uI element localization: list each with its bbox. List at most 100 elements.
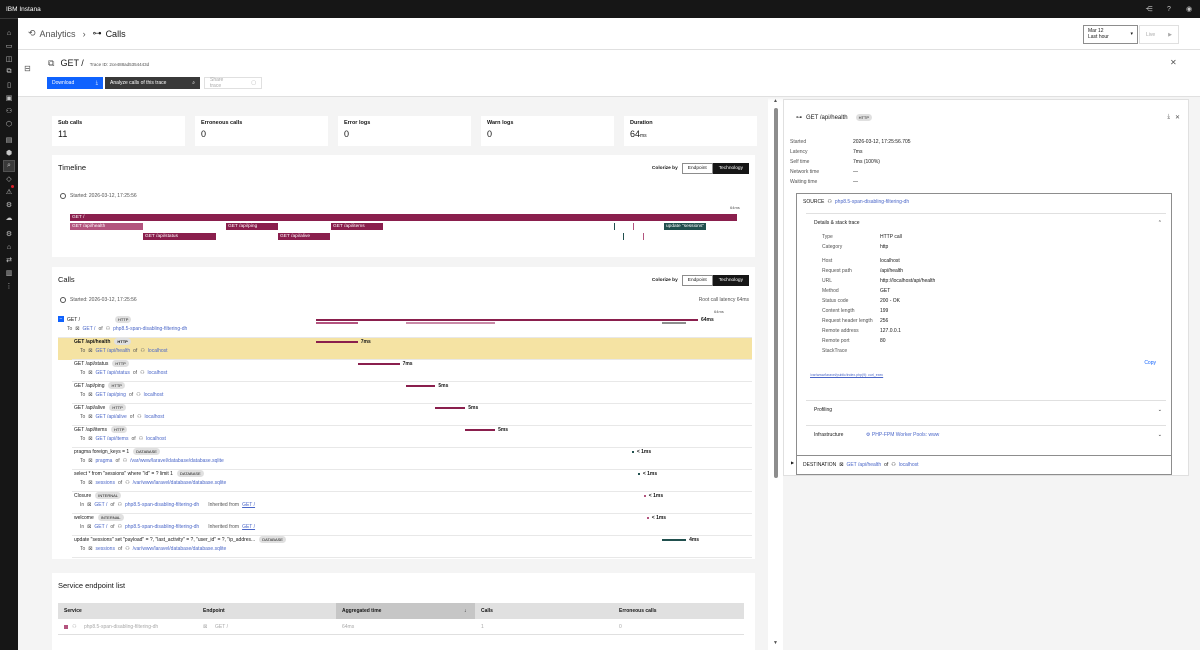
service-link[interactable]: localhost	[144, 414, 165, 420]
websites-icon[interactable]: ▭	[5, 43, 13, 50]
timeline-span-root[interactable]: GET /	[70, 214, 737, 221]
scroll-down-icon[interactable]: ▼	[773, 640, 778, 646]
infrastructure-accordion[interactable]: Infrastructure ⚙ PHP-FPM Worker Pools: w…	[806, 425, 1166, 450]
services-icon[interactable]: ⧉	[6, 68, 12, 75]
automation-icon[interactable]: ⚙	[5, 202, 13, 209]
call-row[interactable]: − GET / HTTP To ⊠ GET / of ⚇ php8.5-span-disabli…	[58, 316, 752, 338]
service-link[interactable]: php8.5-span-disabling-filtering-dh	[125, 524, 200, 530]
timeline-span-status[interactable]: GET /api/status	[143, 233, 216, 240]
agents-icon[interactable]: ⌂	[6, 243, 12, 251]
chevron-up-icon[interactable]: ⌃	[1157, 220, 1162, 226]
colorize-technology-option[interactable]: Technology	[712, 163, 749, 174]
endpoint-link[interactable]: GET /api/health	[95, 348, 131, 354]
endpoint-link[interactable]: GET /api/alive	[95, 414, 127, 420]
service-link[interactable]: localhost	[143, 392, 164, 398]
timeline-span-select[interactable]	[623, 233, 624, 240]
breadcrumb-analytics[interactable]: ⟲ Analytics	[28, 28, 76, 39]
call-duration-bar[interactable]	[647, 517, 649, 519]
table-row[interactable]: ⚇ php8.5-span-disabling-filtering-dh ⊠ G…	[58, 619, 744, 635]
column-header-calls[interactable]: Calls	[481, 608, 493, 614]
dashboards-icon[interactable]: ▤	[5, 137, 13, 144]
scroll-up-icon[interactable]: ▲	[773, 98, 778, 104]
call-row[interactable]: GET /api/alive HTTP To ⊠ GET /api/alive of ⚇ lo…	[58, 404, 752, 426]
cell-service[interactable]: php8.5-span-disabling-filtering-dh	[84, 624, 159, 630]
right-pane-scrollbar[interactable]	[1194, 97, 1200, 650]
share-icon[interactable]: ⋲	[1145, 6, 1153, 13]
service-link[interactable]: localhost	[147, 370, 168, 376]
timeline-span-pragma[interactable]	[614, 223, 615, 230]
timeline-chart[interactable]: GET / GET /api/health GET /api/status GE…	[70, 214, 737, 254]
call-duration-bar[interactable]	[644, 495, 646, 497]
settings-icon[interactable]: ⚙	[5, 231, 13, 238]
share-trace-button[interactable]: Share trace ▢	[204, 77, 262, 89]
call-row[interactable]: select * from "sessions" where "id" = ? …	[58, 470, 752, 492]
call-duration-bar[interactable]	[465, 429, 496, 431]
close-icon[interactable]: ✕	[1174, 115, 1180, 121]
timeline-span-update-sessions[interactable]: update "sessions"	[664, 223, 706, 230]
column-header-erroneous-calls[interactable]: Erroneous calls	[619, 608, 657, 614]
slo-icon[interactable]: ◇	[6, 176, 12, 183]
cell-endpoint[interactable]: GET /	[215, 624, 228, 630]
scrollbar-thumb[interactable]	[774, 108, 778, 478]
endpoint-link[interactable]: sessions	[95, 546, 115, 552]
timeline-span-health[interactable]: GET /api/health	[70, 223, 143, 230]
timeline-span-alive[interactable]: GET /api/alive	[278, 233, 330, 240]
copy-stacktrace-button[interactable]: Copy	[1144, 360, 1156, 366]
destination-service-link[interactable]: localhost	[898, 462, 919, 468]
timeline-span-ping[interactable]: GET /api/ping	[226, 223, 278, 230]
panel-toggle-icon[interactable]: ⊟	[24, 64, 31, 73]
service-link[interactable]: localhost	[147, 348, 168, 354]
service-link[interactable]: /var/www/laravel/database/database.sqlit…	[132, 480, 227, 486]
infrastructure-icon[interactable]: ⬡	[5, 121, 13, 128]
timeline-span-items[interactable]: GET /api/items	[331, 223, 383, 230]
synthetic-icon[interactable]: ⚇	[5, 108, 13, 115]
stacktrace-line[interactable]: /var/www/laravel/public/index.php(9): cu…	[810, 373, 884, 377]
call-duration-bar[interactable]	[316, 341, 358, 343]
endpoint-link[interactable]: GET /	[94, 524, 108, 530]
call-row[interactable]: Closure INTERNAL In ⊠ GET / of ⚇ php8.5-span-di…	[58, 492, 752, 514]
live-button[interactable]: Live ▶	[1139, 25, 1179, 44]
service-link[interactable]: /var/www/laravel/database/database.sqlit…	[130, 458, 224, 464]
integrations-icon[interactable]: ⇄	[6, 257, 12, 264]
timeline-span-closure[interactable]	[633, 223, 634, 230]
inherited-from-link[interactable]: GET /	[242, 502, 256, 508]
call-duration-bar[interactable]	[405, 385, 436, 387]
call-row[interactable]: GET /api/ping HTTP To ⊠ GET /api/ping of ⚇ loca…	[58, 382, 752, 404]
endpoint-link[interactable]: GET /api/items	[95, 436, 129, 442]
call-duration-bar[interactable]	[662, 539, 687, 541]
endpoint-link[interactable]: sessions	[95, 480, 115, 486]
service-link[interactable]: localhost	[146, 436, 166, 442]
colorize-technology-option[interactable]: Technology	[712, 275, 749, 286]
mobile-icon[interactable]: ▯	[7, 82, 11, 89]
kubernetes-icon[interactable]: ⬢	[5, 150, 13, 157]
service-link[interactable]: /var/www/laravel/database/database.sqlit…	[132, 546, 227, 552]
close-icon[interactable]: ✕	[1170, 58, 1177, 67]
analyze-calls-button[interactable]: Analyze calls of this trace ⌕	[105, 77, 200, 89]
help-icon[interactable]: ?	[1167, 5, 1171, 13]
user-icon[interactable]: ◉	[1185, 6, 1193, 13]
endpoint-link[interactable]: pragma	[95, 458, 113, 464]
call-duration-bar[interactable]	[316, 319, 698, 321]
call-duration-bar[interactable]	[632, 451, 634, 453]
platforms-icon[interactable]: ▣	[5, 95, 13, 102]
call-row[interactable]: GET /api/status HTTP To ⊠ GET /api/status of ⚇…	[58, 360, 752, 382]
profiling-accordion[interactable]: Profiling ⌄	[806, 400, 1166, 424]
details-accordion-title[interactable]: Details & stack trace	[814, 220, 860, 226]
infrastructure-value[interactable]: ⚙ PHP-FPM Worker Pools: www	[866, 432, 939, 438]
events-icon[interactable]: ⚠	[5, 189, 13, 196]
source-service-link[interactable]: php8.5-span-disabling-filtering-dh	[834, 199, 910, 205]
endpoint-link[interactable]: GET /	[82, 326, 96, 332]
service-link[interactable]: php8.5-span-disabling-filtering-dh	[113, 326, 188, 332]
download-button[interactable]: Download ⤓	[47, 77, 103, 89]
colorize-endpoint-option[interactable]: Endpoint	[681, 163, 713, 174]
collapse-toggle-icon[interactable]: −	[58, 316, 64, 322]
call-duration-bar[interactable]	[357, 363, 400, 365]
inherited-from-link[interactable]: GET /	[242, 524, 256, 530]
applications-icon[interactable]: ◫	[5, 56, 13, 63]
call-row[interactable]: welcome INTERNAL In ⊠ GET / of ⚇ php8.5-span-di…	[58, 514, 752, 536]
download-icon[interactable]: ⤓	[1167, 114, 1170, 120]
call-duration-bar[interactable]	[435, 407, 466, 409]
call-duration-bar[interactable]	[638, 473, 640, 475]
column-header-aggregated-time[interactable]: Aggregated time	[342, 608, 382, 614]
observability-icon[interactable]: ☁	[5, 215, 13, 222]
